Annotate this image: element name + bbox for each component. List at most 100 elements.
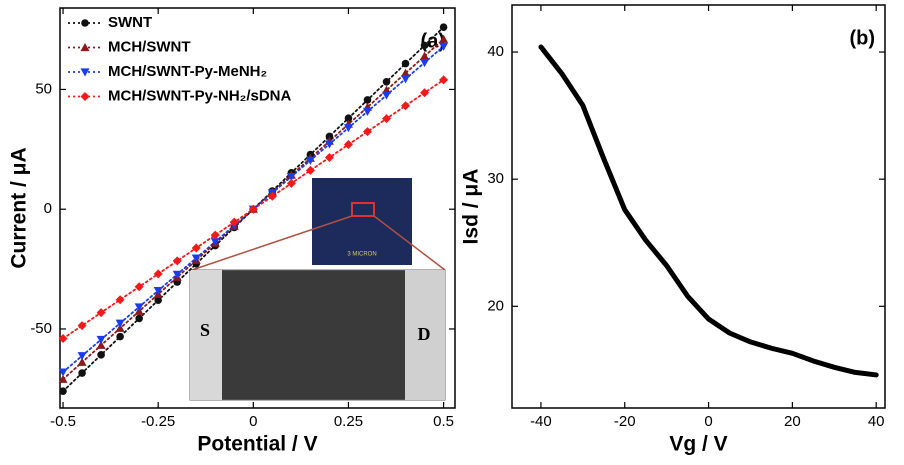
series-line <box>62 26 445 393</box>
marker <box>382 114 392 124</box>
y-tick-label: -50 <box>30 320 52 337</box>
marker <box>420 51 430 60</box>
marker <box>362 127 372 137</box>
legend-marker <box>81 19 89 27</box>
x-tick-label: -20 <box>614 413 636 430</box>
marker <box>153 287 163 296</box>
marker <box>343 124 353 133</box>
marker <box>305 156 315 165</box>
marker <box>135 314 143 323</box>
x-tick-label: 0.25 <box>334 413 363 430</box>
marker <box>420 88 430 98</box>
marker <box>343 140 353 150</box>
marker <box>267 191 277 201</box>
x-tick-label: 0.5 <box>433 413 454 430</box>
marker <box>439 75 449 85</box>
marker <box>59 387 67 396</box>
marker <box>96 335 106 344</box>
legend-marker <box>80 68 90 77</box>
marker <box>172 270 182 279</box>
legend-label: MCH/SWNT-Py-MeNH₂ <box>108 63 267 80</box>
marker <box>134 282 144 292</box>
series-line <box>538 44 879 378</box>
marker <box>401 59 410 68</box>
marker <box>210 230 220 240</box>
marker <box>362 107 372 116</box>
legend: SWNT MCH/SWNT MCH/SWNT-Py-MeNH₂ MCH/SWNT-Py… <box>68 14 292 104</box>
x-tick-label: -40 <box>530 413 552 430</box>
marker <box>58 374 68 383</box>
marker <box>439 23 448 31</box>
legend-label: SWNT <box>108 14 152 31</box>
marker <box>172 256 182 266</box>
marker <box>363 96 372 104</box>
marker <box>77 357 87 366</box>
marker <box>382 77 391 86</box>
marker <box>439 42 449 51</box>
x-tick-label: 0 <box>249 413 257 430</box>
marker <box>97 351 105 359</box>
marker <box>134 303 144 312</box>
y-tick-label: 40 <box>487 43 504 60</box>
electrode <box>405 270 445 400</box>
marker <box>115 295 125 305</box>
marker <box>229 217 239 227</box>
marker <box>286 178 296 188</box>
marker <box>439 34 449 43</box>
plot-frame <box>511 4 886 409</box>
marker <box>116 332 124 341</box>
y-axis-label: Current / μA <box>8 147 31 268</box>
marker <box>420 41 429 50</box>
marker <box>401 101 411 111</box>
y-tick-label: 20 <box>487 297 504 314</box>
marker <box>96 308 106 318</box>
marker <box>420 59 430 68</box>
marker <box>115 323 125 332</box>
marker <box>325 132 334 141</box>
legend-label: MCH/SWNT-Py-NH₂/sDNA <box>108 87 292 104</box>
marker <box>115 319 125 328</box>
marker <box>286 173 296 182</box>
marker <box>154 296 162 305</box>
legend-marker <box>80 92 90 101</box>
legend-label: MCH/SWNT <box>108 38 191 55</box>
x-axis-label: Potential / V <box>197 433 317 456</box>
chart-title: (b) <box>849 27 875 49</box>
y-tick-label: 50 <box>35 80 52 97</box>
inset-chip-image <box>312 178 412 265</box>
x-tick-label: -0.5 <box>50 413 76 430</box>
marker <box>77 352 87 361</box>
x-axis-label: Vg / V <box>669 433 727 456</box>
marker <box>344 114 353 122</box>
marker <box>248 204 258 214</box>
x-tick-label: 40 <box>868 413 885 430</box>
drain-label: D <box>418 324 431 344</box>
marker <box>58 334 68 344</box>
marker <box>401 68 411 77</box>
legend-marker <box>80 43 90 52</box>
marker <box>153 269 163 279</box>
marker <box>77 321 87 331</box>
zoom-line <box>373 215 446 271</box>
x-tick-label: -0.25 <box>141 413 175 430</box>
marker <box>324 140 334 149</box>
marker <box>96 340 106 349</box>
marker <box>210 238 220 247</box>
marker <box>382 91 392 100</box>
source-label: S <box>200 320 210 340</box>
marker <box>324 152 334 162</box>
plot-frame <box>59 7 456 409</box>
marker <box>401 75 411 84</box>
inset-sem: S D <box>189 269 446 401</box>
inset-scale-label: 3 MICRON <box>347 252 376 258</box>
electrode <box>190 270 222 400</box>
y-tick-label: 0 <box>44 200 52 217</box>
inset-highlight <box>351 202 375 217</box>
marker <box>191 254 201 263</box>
marker <box>305 165 315 175</box>
marker <box>78 369 86 377</box>
inset-sem-image <box>189 269 446 401</box>
y-axis-label: Isd / μA <box>460 169 483 245</box>
y-tick-label: 30 <box>487 170 504 187</box>
